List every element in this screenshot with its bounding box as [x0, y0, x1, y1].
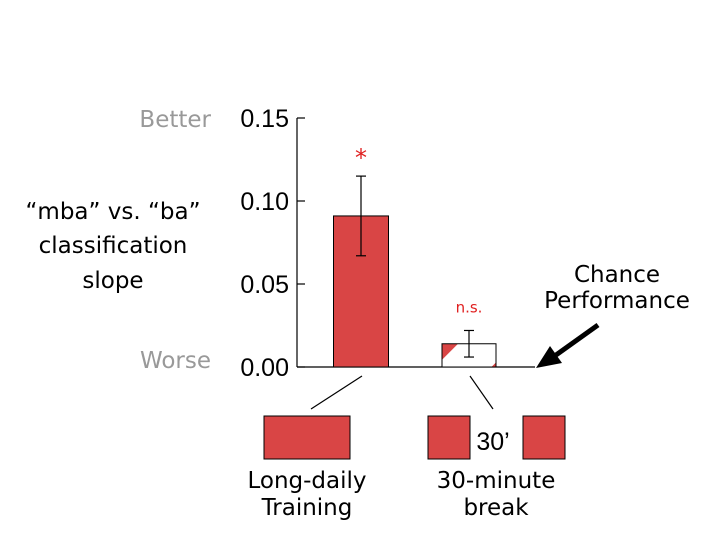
condition-2-label-line-1: 30-minute	[437, 468, 556, 494]
y-bottom-label: Worse	[140, 348, 211, 374]
y-tick-label: 0.10	[240, 188, 289, 216]
y-axis-label-line-2: classification	[39, 233, 188, 259]
y-tick-label: 0.05	[240, 271, 289, 299]
chance-arrow	[536, 322, 600, 368]
y-ticks: 0.00 0.05 0.10 0.15	[240, 105, 305, 382]
break-block-right	[522, 415, 566, 460]
significance-marker: *	[355, 144, 367, 172]
leader-line-1	[310, 375, 363, 410]
y-tick-label: 0.00	[240, 354, 289, 382]
y-top-label: Better	[139, 107, 211, 133]
condition-1-label-line-2: Training	[261, 495, 353, 521]
condition-2-label-line-2: break	[463, 495, 529, 521]
y-tick-label: 0.15	[240, 105, 289, 133]
significance-marker: n.s.	[456, 298, 483, 316]
leader-line-2	[469, 375, 494, 410]
break-duration-label: 30’	[476, 428, 509, 456]
y-axis-label-line-3: slope	[82, 268, 143, 294]
condition-1-label-line-1: Long-daily	[247, 468, 366, 494]
chance-annotation-line-2: Performance	[544, 288, 690, 314]
chance-annotation-line-1: Chance	[574, 262, 660, 288]
y-axis-label-line-1: “mba” vs. “ba”	[26, 199, 201, 225]
long-training-block	[263, 415, 351, 460]
break-block-left	[427, 415, 471, 460]
bars: * n.s.	[333, 144, 497, 368]
